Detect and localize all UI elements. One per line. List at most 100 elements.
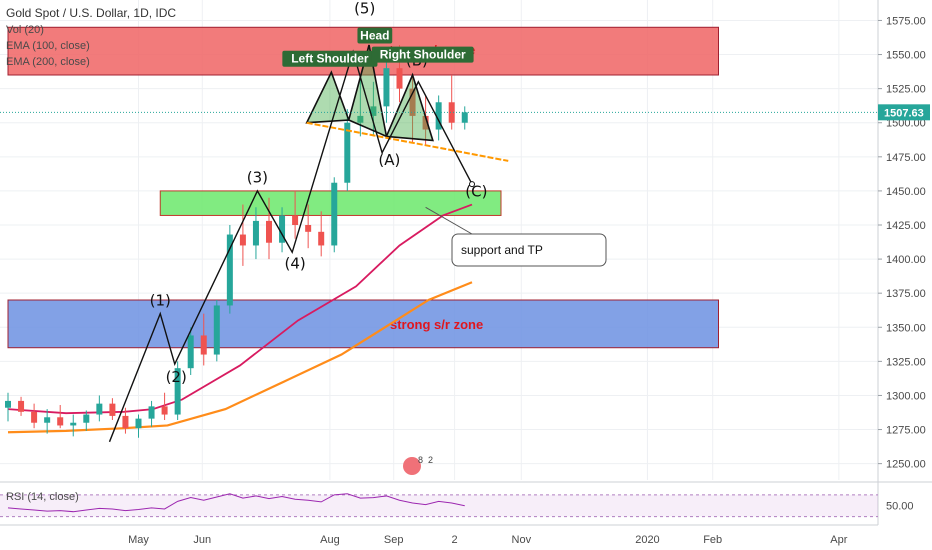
candle-body[interactable] (57, 417, 64, 426)
candle-body[interactable] (226, 234, 233, 306)
time-tick-label: 2 (452, 534, 458, 546)
wave-label: (5) (354, 0, 375, 18)
pattern-label: Right Shoulder (380, 48, 466, 62)
candle-body[interactable] (318, 231, 325, 246)
pattern-label: Left Shoulder (291, 52, 369, 66)
pattern-label: Head (360, 29, 389, 43)
wave-label: (A) (378, 151, 400, 169)
event-extra: 2 (428, 455, 433, 465)
candle-body[interactable] (357, 115, 364, 123)
candle-body[interactable] (44, 417, 51, 423)
study-ema-200[interactable]: EMA (200, close) (6, 56, 90, 68)
candle-body[interactable] (279, 215, 286, 243)
callout-box[interactable] (451, 233, 607, 267)
rsi-line[interactable] (7, 493, 465, 513)
candle-body[interactable] (305, 225, 312, 232)
candle-body[interactable] (422, 115, 429, 130)
time-tick-label: May (128, 534, 149, 546)
wave-label: (1) (150, 291, 171, 309)
candle-body[interactable] (122, 415, 129, 429)
rsi-tick-label: 50.00 (886, 501, 914, 513)
annotations: (1)(2)(3)(4)(5)(A)(B)(C)Left ShoulderHea… (150, 0, 487, 475)
time-tick-label: Jun (193, 534, 211, 546)
event-count: 8 (418, 455, 423, 465)
candle-body[interactable] (70, 422, 77, 426)
price-tick-label: 1275.00 (886, 425, 926, 437)
time-tick-label: Feb (703, 534, 722, 546)
hs-triangle[interactable] (305, 70, 350, 124)
price-tick-label: 1575.00 (886, 15, 926, 27)
hs-triangle[interactable] (347, 44, 388, 138)
candle-body[interactable] (83, 414, 90, 423)
symbol-title[interactable]: Gold Spot / U.S. Dollar, 1D, IDC (6, 6, 177, 20)
candle-body[interactable] (109, 403, 116, 416)
price-tick-label: 1250.00 (886, 459, 926, 471)
price-tick-label: 1550.00 (886, 50, 926, 62)
wave-label: (3) (247, 169, 268, 187)
wave-label: (4) (284, 255, 305, 273)
time-tick-label: 2020 (635, 534, 659, 546)
ema-200-line[interactable] (7, 281, 473, 434)
price-tick-label: 1300.00 (886, 390, 926, 402)
study-volume[interactable]: Vol (20) (6, 24, 44, 36)
pattern-label-bg (282, 50, 378, 67)
candle-body[interactable] (409, 88, 416, 116)
rsi-pane[interactable]: 50.00 (0, 481, 932, 518)
zone-label: strong s/r zone (390, 317, 483, 332)
candle-body[interactable] (5, 400, 11, 408)
candle-body[interactable] (383, 68, 390, 107)
candles[interactable] (5, 45, 468, 438)
price-tick-label: 1450.00 (886, 186, 926, 198)
last-price-label: 1507.63 (884, 107, 924, 119)
drawings[interactable]: support and TP (108, 44, 607, 443)
time-tick-label: Apr (830, 534, 847, 546)
candle-body[interactable] (370, 106, 377, 116)
rsi-band (0, 494, 878, 517)
price-axis[interactable] (878, 0, 932, 550)
candle-body[interactable] (200, 335, 207, 355)
candle-body[interactable] (213, 305, 220, 355)
ema-lines (7, 203, 473, 434)
study-ema-100[interactable]: EMA (100, close) (6, 40, 90, 52)
candle-body[interactable] (161, 406, 168, 415)
candle-body[interactable] (252, 220, 259, 246)
candle-body[interactable] (396, 68, 403, 89)
candle-body[interactable] (187, 335, 194, 369)
candle-body[interactable] (18, 400, 25, 412)
candle-body[interactable] (292, 215, 299, 225)
wave-end-point[interactable] (469, 181, 475, 188)
hs-triangle[interactable] (385, 72, 434, 142)
pattern-label-bg (357, 27, 393, 44)
elliott-wave-path[interactable] (108, 49, 473, 443)
wave-label: (2) (166, 368, 187, 386)
candle-body[interactable] (96, 403, 103, 415)
candle-body[interactable] (448, 102, 455, 123)
candle-body[interactable] (135, 418, 142, 429)
candle-body[interactable] (31, 411, 38, 423)
study-rsi[interactable]: RSI (14, close) (6, 491, 79, 503)
candle-body[interactable] (344, 122, 351, 183)
price-tick-label: 1375.00 (886, 288, 926, 300)
callout-text: support and TP (461, 243, 543, 257)
price-tick-label: 1325.00 (886, 356, 926, 368)
price-tick-label: 1425.00 (886, 220, 926, 232)
time-tick-label: Sep (384, 534, 404, 546)
pattern-label-bg (371, 46, 474, 63)
price-tick-label: 1400.00 (886, 254, 926, 266)
last-price-tag[interactable] (878, 104, 930, 121)
time-tick-label: Nov (512, 534, 532, 546)
candle-body[interactable] (239, 234, 246, 246)
callout-pointer (425, 206, 473, 235)
candle-body[interactable] (435, 102, 442, 130)
candle-body[interactable] (174, 368, 181, 415)
sr-zone-rect[interactable] (159, 190, 502, 216)
neckline[interactable] (306, 121, 509, 162)
ema-100-line[interactable] (7, 203, 473, 415)
candle-body[interactable] (461, 112, 468, 123)
candle-body[interactable] (331, 182, 338, 246)
event-flag-icon[interactable] (403, 457, 421, 475)
candle-body[interactable] (148, 406, 155, 419)
candle-body[interactable] (266, 220, 272, 243)
